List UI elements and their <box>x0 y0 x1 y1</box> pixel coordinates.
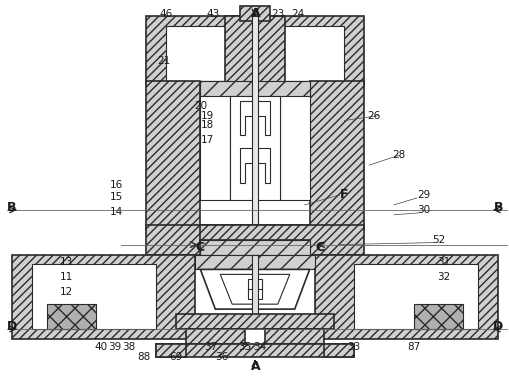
Text: F: F <box>340 188 348 202</box>
Text: C: C <box>315 241 323 254</box>
Polygon shape <box>200 240 309 255</box>
Polygon shape <box>240 148 269 183</box>
Text: 87: 87 <box>406 342 419 352</box>
Polygon shape <box>413 304 463 329</box>
Polygon shape <box>155 344 354 357</box>
Text: 40: 40 <box>94 342 107 352</box>
Text: 13: 13 <box>60 257 73 268</box>
Polygon shape <box>32 265 155 329</box>
Text: 35: 35 <box>238 342 251 352</box>
Text: 28: 28 <box>391 150 405 160</box>
Polygon shape <box>146 225 309 255</box>
Polygon shape <box>195 255 314 269</box>
Text: A: A <box>251 7 260 20</box>
Polygon shape <box>165 26 344 81</box>
Text: 34: 34 <box>253 342 266 352</box>
Text: 26: 26 <box>367 111 380 121</box>
Polygon shape <box>324 344 354 357</box>
Text: 20: 20 <box>193 100 207 111</box>
Text: 88: 88 <box>137 352 150 362</box>
Text: 17: 17 <box>201 135 214 146</box>
Polygon shape <box>220 274 289 304</box>
Text: 24: 24 <box>291 9 304 19</box>
Polygon shape <box>251 16 258 269</box>
Text: 37: 37 <box>203 342 216 352</box>
Polygon shape <box>225 16 284 91</box>
Text: B: B <box>493 201 502 215</box>
Text: 39: 39 <box>108 342 122 352</box>
Polygon shape <box>200 225 363 255</box>
Text: 11: 11 <box>60 273 73 282</box>
Text: 21: 21 <box>157 56 170 66</box>
Text: 15: 15 <box>109 192 122 202</box>
Polygon shape <box>264 329 324 344</box>
Text: A: A <box>251 360 260 373</box>
Polygon shape <box>175 314 334 329</box>
Polygon shape <box>309 81 363 230</box>
Text: D: D <box>7 321 17 334</box>
Text: 16: 16 <box>109 180 122 190</box>
Polygon shape <box>155 344 185 357</box>
Polygon shape <box>279 81 309 200</box>
Text: 33: 33 <box>347 342 360 352</box>
Polygon shape <box>247 279 262 299</box>
Text: 18: 18 <box>201 121 214 130</box>
Text: C: C <box>195 241 205 254</box>
Polygon shape <box>185 329 245 344</box>
Polygon shape <box>230 96 279 200</box>
Polygon shape <box>200 81 309 96</box>
Text: 23: 23 <box>271 9 284 19</box>
Text: 69: 69 <box>168 352 182 362</box>
Text: 52: 52 <box>431 235 444 244</box>
Polygon shape <box>251 255 258 314</box>
Text: D: D <box>492 321 502 334</box>
Text: 46: 46 <box>159 9 172 19</box>
Text: 31: 31 <box>436 257 449 268</box>
Text: 38: 38 <box>122 342 135 352</box>
Polygon shape <box>240 6 269 21</box>
Polygon shape <box>200 81 230 200</box>
Text: 43: 43 <box>206 9 219 19</box>
Text: 30: 30 <box>416 205 430 215</box>
Polygon shape <box>46 304 96 329</box>
Text: 12: 12 <box>60 287 73 297</box>
Text: 36: 36 <box>215 352 229 362</box>
Text: B: B <box>7 201 16 215</box>
Polygon shape <box>314 255 497 339</box>
Polygon shape <box>354 265 477 329</box>
Polygon shape <box>146 81 200 230</box>
Text: 19: 19 <box>201 111 214 121</box>
Text: 14: 14 <box>109 207 122 217</box>
Polygon shape <box>240 101 269 135</box>
Polygon shape <box>12 255 195 339</box>
Polygon shape <box>200 269 309 309</box>
Text: 32: 32 <box>436 273 449 282</box>
Polygon shape <box>146 16 363 86</box>
Text: 29: 29 <box>416 190 430 200</box>
